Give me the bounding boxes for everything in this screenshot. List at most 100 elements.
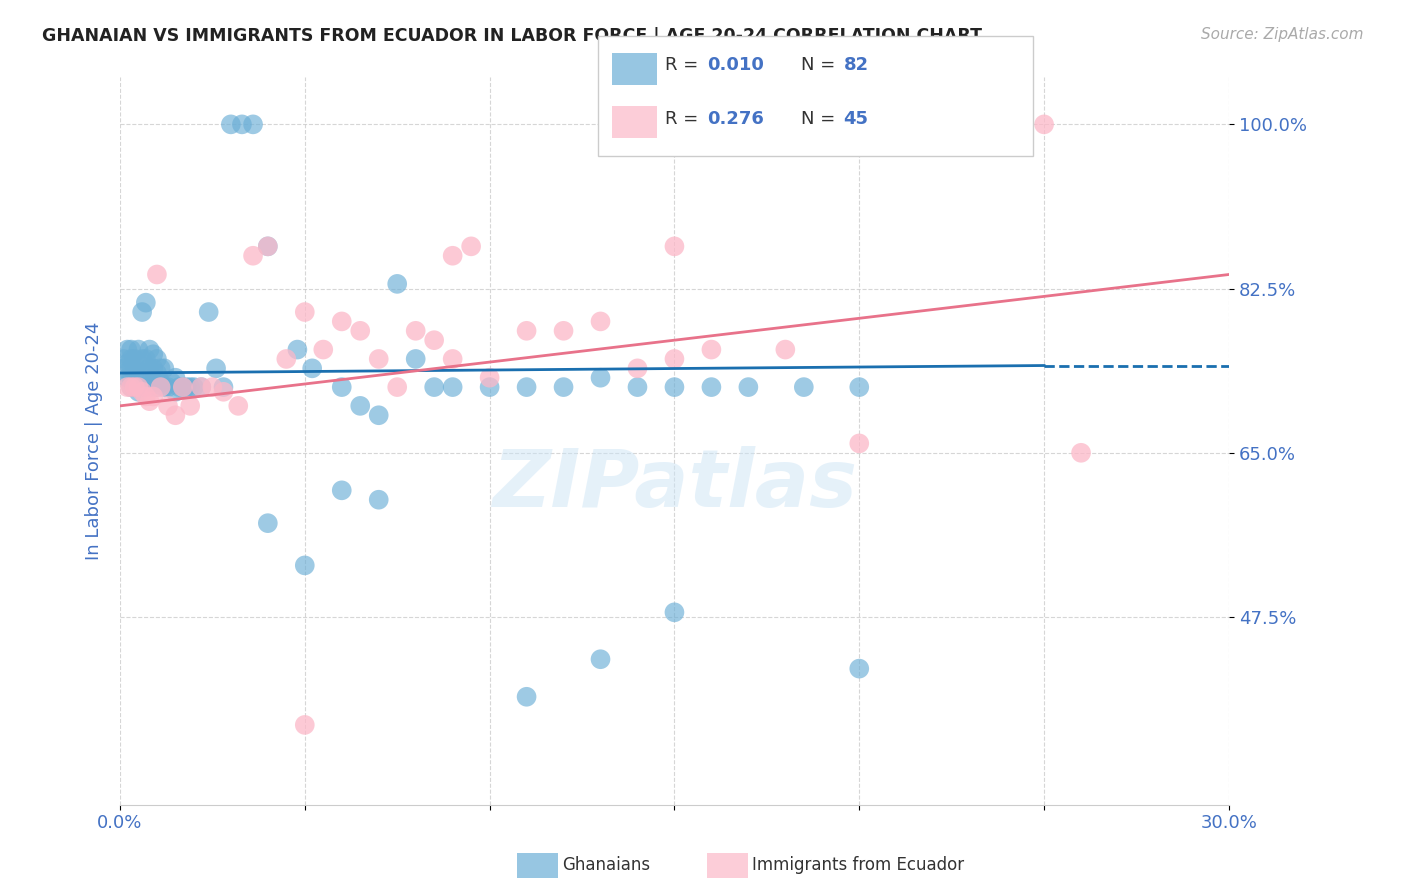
Point: [775, 343, 797, 357]
Point: [142, 389, 165, 403]
Text: GHANAIAN VS IMMIGRANTS FROM ECUADOR IN LABOR FORCE | AGE 20-24 CORRELATION CHART: GHANAIAN VS IMMIGRANTS FROM ECUADOR IN L…: [42, 27, 983, 45]
Point: [146, 268, 169, 282]
Point: [330, 314, 353, 328]
Point: [183, 380, 205, 394]
Point: [330, 483, 353, 498]
Point: [142, 361, 165, 376]
Point: [1033, 117, 1056, 131]
Point: [294, 558, 316, 573]
Point: [112, 351, 135, 366]
Point: [138, 380, 160, 394]
Point: [276, 351, 298, 366]
Point: [367, 351, 389, 366]
Point: [219, 117, 242, 131]
Point: [256, 239, 278, 253]
Point: [127, 343, 149, 357]
Point: [131, 380, 153, 394]
Point: [330, 380, 353, 394]
Point: [516, 690, 538, 704]
Text: N =: N =: [801, 110, 841, 128]
Point: [131, 366, 153, 380]
Point: [287, 343, 309, 357]
Point: [405, 324, 427, 338]
Point: [423, 333, 446, 347]
Point: [179, 380, 201, 394]
Point: [120, 351, 142, 366]
Point: [294, 718, 316, 732]
Point: [626, 361, 648, 376]
Y-axis label: In Labor Force | Age 20-24: In Labor Force | Age 20-24: [86, 322, 103, 560]
Point: [226, 399, 249, 413]
Point: [112, 361, 135, 376]
Text: N =: N =: [801, 56, 841, 74]
Point: [127, 384, 149, 399]
Point: [367, 492, 389, 507]
Point: [153, 380, 176, 394]
Point: [553, 324, 575, 338]
Point: [793, 380, 815, 394]
Point: [589, 652, 612, 666]
Text: 0.276: 0.276: [707, 110, 763, 128]
Point: [231, 117, 253, 131]
Point: [146, 366, 169, 380]
Point: [848, 662, 870, 676]
Point: [167, 380, 190, 394]
Text: 45: 45: [844, 110, 869, 128]
Point: [146, 351, 169, 366]
Point: [367, 409, 389, 423]
Point: [153, 361, 176, 376]
Point: [172, 380, 194, 394]
Text: Ghanaians: Ghanaians: [562, 856, 651, 874]
Point: [142, 347, 165, 361]
Text: 0.010: 0.010: [707, 56, 763, 74]
Point: [190, 380, 212, 394]
Point: [124, 380, 146, 394]
Point: [120, 370, 142, 384]
Point: [138, 394, 160, 409]
Point: [157, 399, 180, 413]
Point: [117, 357, 139, 371]
Point: [626, 380, 648, 394]
Point: [405, 351, 427, 366]
Point: [848, 436, 870, 450]
Point: [441, 380, 464, 394]
Point: [138, 361, 160, 376]
Point: [201, 380, 224, 394]
Point: [131, 351, 153, 366]
Point: [127, 357, 149, 371]
Point: [423, 380, 446, 394]
Point: [737, 380, 759, 394]
Point: [120, 380, 142, 394]
Point: [664, 605, 686, 619]
Point: [124, 366, 146, 380]
Point: [700, 343, 723, 357]
Point: [478, 380, 501, 394]
Point: [135, 380, 157, 394]
Point: [441, 249, 464, 263]
Point: [142, 376, 165, 390]
Point: [165, 384, 187, 399]
Point: [124, 351, 146, 366]
Point: [664, 351, 686, 366]
Point: [149, 361, 172, 376]
Text: 82: 82: [844, 56, 869, 74]
Text: ZIPatlas: ZIPatlas: [492, 446, 856, 524]
Point: [135, 351, 157, 366]
Point: [138, 343, 160, 357]
Point: [117, 380, 139, 394]
Point: [387, 277, 409, 291]
Text: R =: R =: [665, 56, 704, 74]
Text: Immigrants from Ecuador: Immigrants from Ecuador: [752, 856, 965, 874]
Point: [848, 380, 870, 394]
Point: [127, 370, 149, 384]
Point: [197, 305, 219, 319]
Point: [516, 324, 538, 338]
Point: [179, 399, 201, 413]
Point: [165, 409, 187, 423]
Point: [124, 380, 146, 394]
Point: [176, 380, 198, 394]
Point: [312, 343, 335, 357]
Point: [146, 380, 169, 394]
Point: [349, 399, 371, 413]
Point: [516, 380, 538, 394]
